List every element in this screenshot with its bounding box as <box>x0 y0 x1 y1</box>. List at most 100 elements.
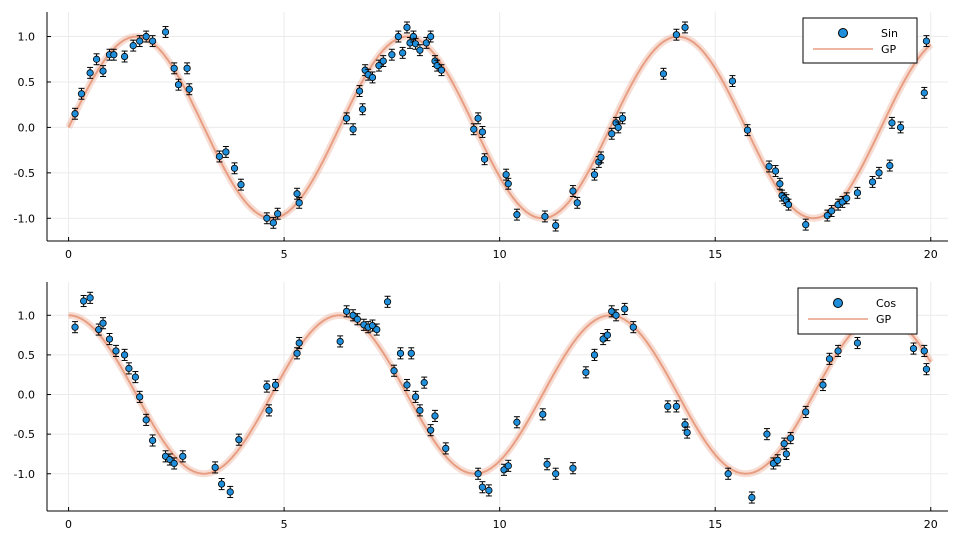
data-point <box>125 364 133 372</box>
data-point <box>226 488 234 496</box>
data-point <box>416 46 424 54</box>
data-point <box>513 211 521 219</box>
data-point <box>265 406 273 414</box>
data-point <box>349 125 357 133</box>
data-point <box>672 31 681 39</box>
data-point <box>920 89 928 97</box>
data-point <box>763 430 771 438</box>
data-point <box>724 470 732 478</box>
data-point <box>728 77 737 85</box>
data-point <box>672 402 681 411</box>
data-point <box>388 51 396 59</box>
legend-marker-points <box>833 298 843 308</box>
data-point <box>105 335 114 343</box>
data-point <box>358 105 367 113</box>
data-point <box>274 210 282 218</box>
data-point <box>222 148 230 156</box>
data-point <box>185 85 193 93</box>
data-point <box>664 402 672 411</box>
data-point <box>403 381 411 389</box>
x-tick-label: 10 <box>493 248 507 261</box>
data-point <box>373 325 381 334</box>
data-point <box>543 460 551 468</box>
data-point <box>823 211 831 220</box>
data-point <box>129 42 137 50</box>
data-point <box>379 57 387 65</box>
data-point <box>442 444 450 453</box>
data-point <box>383 298 392 306</box>
gp-mean-line <box>68 314 932 475</box>
data-point <box>828 207 836 215</box>
data-point <box>99 319 107 327</box>
data-point <box>843 194 851 202</box>
data-point <box>394 32 402 41</box>
y-tick-label: -0.5 <box>14 167 35 180</box>
data-point <box>110 51 118 59</box>
data-point <box>427 32 435 41</box>
data-point <box>343 307 351 315</box>
legend-box <box>802 17 918 64</box>
data-point <box>396 349 405 357</box>
legend-marker-points <box>838 28 848 38</box>
y-tick-label: -1.0 <box>14 212 35 225</box>
x-tick-label: 0 <box>65 248 72 261</box>
data-point <box>683 428 691 437</box>
data-point <box>569 464 577 472</box>
y-tick-label: 1.0 <box>18 31 36 44</box>
data-point <box>437 66 446 74</box>
data-point <box>235 436 243 444</box>
data-point <box>819 381 827 389</box>
data-point <box>403 23 411 32</box>
data-point <box>868 178 877 186</box>
data-point <box>748 493 756 502</box>
data-point <box>174 81 183 89</box>
x-tick-label: 10 <box>493 518 507 531</box>
data-point <box>782 450 790 458</box>
legend-label-gp: GP <box>881 43 897 56</box>
data-point <box>427 426 435 434</box>
data-point <box>120 52 129 61</box>
data-point <box>552 470 560 478</box>
data-point <box>541 212 549 221</box>
data-point <box>784 201 793 209</box>
data-point <box>295 199 303 207</box>
data-point <box>431 412 439 420</box>
data-point <box>120 351 129 359</box>
data-point <box>480 155 489 163</box>
data-point <box>263 382 271 391</box>
data-point <box>681 23 689 32</box>
x-tick-label: 15 <box>708 518 722 531</box>
top-panel: 0 5 10 15 20 -1.0 -0.5 0.0 0.5 1.0 Sin GP <box>14 12 948 261</box>
data-point <box>170 459 178 468</box>
data-point <box>618 114 627 122</box>
data-point <box>825 355 834 363</box>
data-point <box>295 339 303 347</box>
data-point <box>293 349 301 357</box>
y-tick-label: -0.5 <box>14 428 35 441</box>
data-point <box>582 368 590 376</box>
data-point <box>368 73 377 82</box>
data-point <box>629 323 637 331</box>
data-point <box>142 32 150 41</box>
data-point <box>896 123 905 132</box>
data-point <box>77 90 86 98</box>
legend-label-gp: GP <box>876 313 892 326</box>
data-point <box>621 305 629 313</box>
data-point <box>569 187 577 195</box>
data-point <box>853 189 862 197</box>
data-point <box>71 110 79 118</box>
data-point <box>112 347 120 355</box>
data-point <box>217 480 226 488</box>
data-point <box>774 456 782 464</box>
data-point <box>136 37 144 45</box>
x-tick-label: 15 <box>708 248 722 261</box>
y-tick-label: 0.0 <box>18 121 36 134</box>
data-point <box>539 410 547 418</box>
data-point <box>743 126 752 134</box>
data-point <box>263 214 271 222</box>
data-point <box>390 367 398 375</box>
y-tick-label: -1.0 <box>14 468 35 481</box>
data-point <box>478 483 487 491</box>
